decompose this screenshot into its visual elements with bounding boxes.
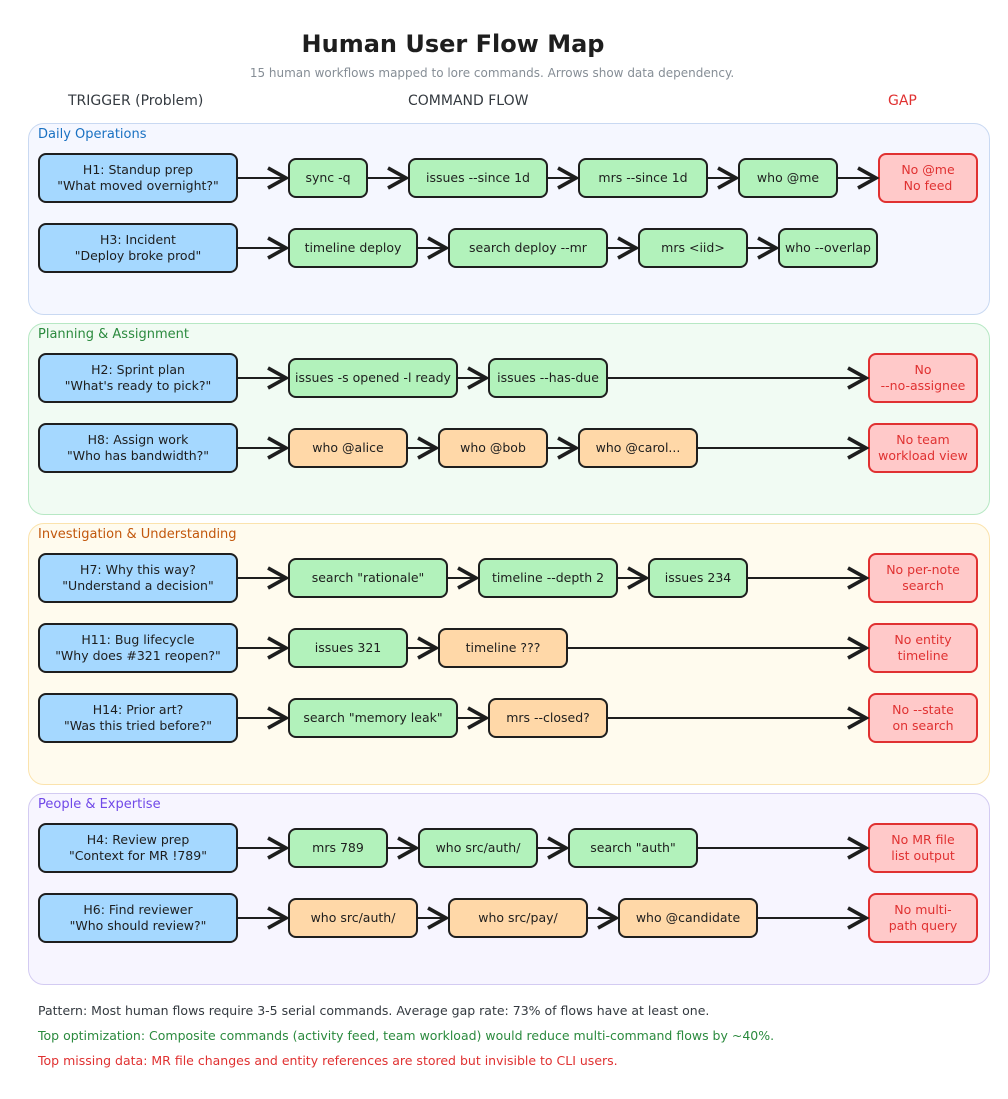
command-box[interactable]: mrs --closed? xyxy=(488,698,608,738)
command-box[interactable]: mrs --since 1d xyxy=(578,158,708,198)
command-box[interactable]: search "rationale" xyxy=(288,558,448,598)
trigger-box[interactable]: H1: Standup prep "What moved overnight?" xyxy=(38,153,238,203)
command-box[interactable]: sync -q xyxy=(288,158,368,198)
command-box[interactable]: who @carol... xyxy=(578,428,698,468)
page-subtitle: 15 human workflows mapped to lore comman… xyxy=(249,66,735,80)
command-box[interactable]: mrs 789 xyxy=(288,828,388,868)
section-label: Investigation & Understanding xyxy=(38,527,237,542)
command-box[interactable]: issues --since 1d xyxy=(408,158,548,198)
trigger-box[interactable]: H14: Prior art? "Was this tried before?" xyxy=(38,693,238,743)
command-box[interactable]: issues --has-due xyxy=(488,358,608,398)
trigger-box[interactable]: H11: Bug lifecycle "Why does #321 reopen… xyxy=(38,623,238,673)
command-box[interactable]: timeline ??? xyxy=(438,628,568,668)
command-box[interactable]: who @me xyxy=(738,158,838,198)
gap-box: No --no-assignee xyxy=(868,353,978,403)
command-box[interactable]: who @candidate xyxy=(618,898,758,938)
command-box[interactable]: timeline --depth 2 xyxy=(478,558,618,598)
section-label: People & Expertise xyxy=(38,797,161,812)
trigger-box[interactable]: H3: Incident "Deploy broke prod" xyxy=(38,223,238,273)
command-box[interactable]: who src/pay/ xyxy=(448,898,588,938)
command-box[interactable]: issues 321 xyxy=(288,628,408,668)
command-box[interactable]: who --overlap xyxy=(778,228,878,268)
page-title: Human User Flow Map xyxy=(301,30,605,58)
command-box[interactable]: who @bob xyxy=(438,428,548,468)
trigger-box[interactable]: H4: Review prep "Context for MR !789" xyxy=(38,823,238,873)
section-label: Planning & Assignment xyxy=(38,327,189,342)
column-header-trigger: TRIGGER (Problem) xyxy=(68,93,204,109)
trigger-box[interactable]: H2: Sprint plan "What's ready to pick?" xyxy=(38,353,238,403)
trigger-box[interactable]: H6: Find reviewer "Who should review?" xyxy=(38,893,238,943)
command-box[interactable]: mrs <iid> xyxy=(638,228,748,268)
gap-box: No per-note search xyxy=(868,553,978,603)
footer-optimization: Top optimization: Composite commands (ac… xyxy=(38,1028,775,1043)
command-box[interactable]: issues -s opened -l ready xyxy=(288,358,458,398)
column-header-gap: GAP xyxy=(888,93,917,109)
command-box[interactable]: search "memory leak" xyxy=(288,698,458,738)
footer-pattern: Pattern: Most human flows require 3-5 se… xyxy=(38,1003,710,1018)
footer-missing-data: Top missing data: MR file changes and en… xyxy=(38,1053,618,1068)
trigger-box[interactable]: H8: Assign work "Who has bandwidth?" xyxy=(38,423,238,473)
column-header-flow: COMMAND FLOW xyxy=(408,93,529,109)
section-label: Daily Operations xyxy=(38,127,147,142)
command-box[interactable]: search deploy --mr xyxy=(448,228,608,268)
gap-box: No --state on search xyxy=(868,693,978,743)
command-box[interactable]: who @alice xyxy=(288,428,408,468)
command-box[interactable]: who src/auth/ xyxy=(418,828,538,868)
gap-box: No team workload view xyxy=(868,423,978,473)
gap-box: No multi- path query xyxy=(868,893,978,943)
command-box[interactable]: who src/auth/ xyxy=(288,898,418,938)
trigger-box[interactable]: H7: Why this way? "Understand a decision… xyxy=(38,553,238,603)
